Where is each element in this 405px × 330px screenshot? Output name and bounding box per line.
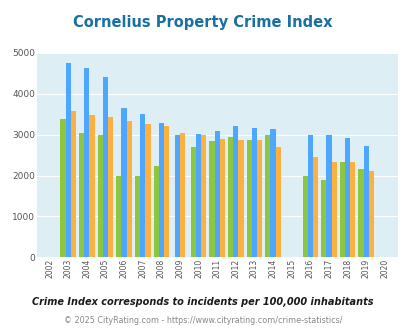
Bar — [60, 119, 66, 257]
Bar — [326, 135, 331, 257]
Bar — [331, 162, 336, 257]
Bar — [350, 162, 354, 257]
Bar — [256, 140, 262, 257]
Text: Crime Index corresponds to incidents per 100,000 inhabitants: Crime Index corresponds to incidents per… — [32, 297, 373, 307]
Bar — [307, 135, 312, 257]
Bar — [108, 117, 113, 257]
Bar — [116, 176, 121, 257]
Bar — [121, 108, 126, 257]
Bar — [214, 131, 219, 257]
Bar — [102, 77, 108, 257]
Bar — [179, 133, 185, 257]
Bar — [79, 133, 84, 257]
Bar — [358, 169, 363, 257]
Bar — [66, 63, 70, 257]
Bar — [164, 126, 169, 257]
Bar — [344, 138, 350, 257]
Bar — [140, 114, 145, 257]
Bar — [264, 135, 270, 257]
Bar — [158, 123, 164, 257]
Bar — [238, 140, 243, 257]
Bar — [201, 135, 206, 257]
Bar — [228, 137, 232, 257]
Bar — [209, 141, 214, 257]
Bar — [368, 171, 373, 257]
Bar — [153, 166, 158, 257]
Text: Cornelius Property Crime Index: Cornelius Property Crime Index — [73, 15, 332, 30]
Bar — [363, 146, 368, 257]
Bar — [126, 121, 132, 257]
Bar — [145, 124, 150, 257]
Bar — [232, 126, 238, 257]
Bar — [339, 162, 344, 257]
Bar — [89, 115, 94, 257]
Bar — [70, 111, 76, 257]
Text: © 2025 CityRating.com - https://www.cityrating.com/crime-statistics/: © 2025 CityRating.com - https://www.city… — [64, 316, 341, 325]
Bar — [275, 147, 280, 257]
Bar — [97, 135, 102, 257]
Bar — [251, 128, 256, 257]
Bar — [219, 139, 224, 257]
Bar — [320, 180, 326, 257]
Bar — [174, 135, 179, 257]
Bar — [196, 134, 201, 257]
Bar — [134, 176, 140, 257]
Bar — [84, 68, 89, 257]
Bar — [270, 128, 275, 257]
Bar — [246, 140, 251, 257]
Bar — [190, 147, 196, 257]
Bar — [302, 176, 307, 257]
Bar — [312, 157, 318, 257]
